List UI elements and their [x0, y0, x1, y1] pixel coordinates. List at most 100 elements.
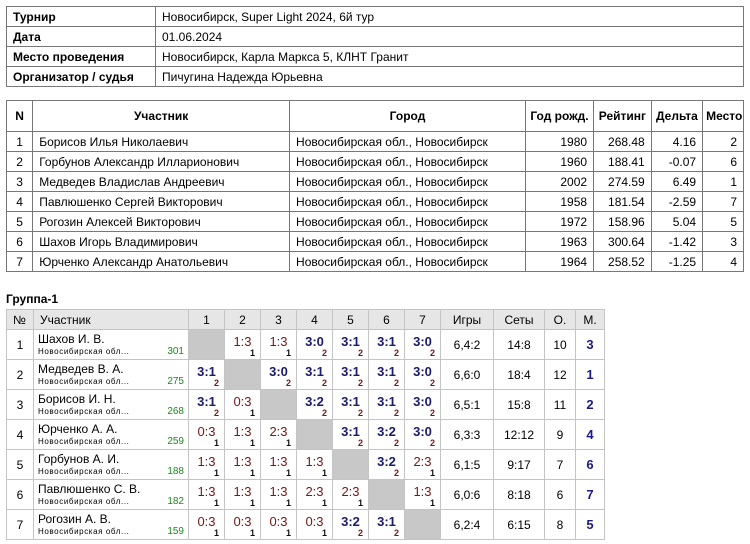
column-header: 2: [224, 309, 261, 330]
player-region: Новосибирская обл...: [38, 496, 130, 506]
points: 10: [544, 329, 576, 360]
column-header: О.: [544, 309, 576, 330]
match-points: 2: [393, 528, 399, 538]
match-cell: 2:3 1: [404, 449, 441, 480]
cell: 6.49: [650, 171, 704, 192]
player-region: Новосибирская обл...: [38, 526, 130, 536]
match-score: 3:1: [377, 364, 396, 379]
cell: Новосибирская обл., Новосибирск: [289, 131, 526, 152]
player-name: Шахов И. В.: [38, 331, 105, 346]
match-score: 3:0: [413, 394, 432, 409]
player-rating: 301: [167, 346, 184, 357]
match-points: 2: [429, 408, 435, 418]
row-number: 3: [6, 389, 34, 420]
match-score: 2:3: [269, 424, 288, 439]
match-cell: 1:3 1: [224, 479, 261, 510]
games: 6,3:3: [440, 419, 494, 450]
header-row: N Участник Город Год рожд. Рейтинг Дельта Мест…: [5, 100, 744, 132]
group-row: 4 Юрченко А. А. Новосибирская обл... 259 0:3…: [6, 419, 605, 450]
place: 2: [575, 389, 605, 420]
games: 6,2:4: [440, 509, 494, 540]
match-points: 1: [249, 498, 255, 508]
diagonal-cell: [404, 509, 441, 540]
match-score: 3:0: [413, 364, 432, 379]
match-points: 1: [213, 468, 219, 478]
match-points: 2: [357, 408, 363, 418]
sets: 6:15: [493, 509, 545, 540]
cell: 7: [5, 251, 34, 272]
match-score: 3:2: [341, 514, 360, 529]
match-points: 1: [213, 498, 219, 508]
match-points: 1: [357, 498, 363, 508]
match-points: 2: [213, 378, 219, 388]
match-cell: 1:3 1: [224, 329, 261, 360]
match-points: 2: [393, 378, 399, 388]
player-name: Горбунов А. И.: [38, 451, 120, 466]
player-rating: 259: [167, 436, 184, 447]
match-score: 1:3: [269, 484, 288, 499]
match-points: 1: [249, 438, 255, 448]
sets: 15:8: [493, 389, 545, 420]
match-score: 3:1: [305, 364, 324, 379]
info-label: Организатор / судья: [6, 66, 156, 87]
match-points: 2: [429, 438, 435, 448]
cell: 4: [5, 191, 34, 212]
cell: 268.48: [593, 131, 652, 152]
player-cell: Борисов И. Н. Новосибирская обл... 268: [33, 389, 189, 420]
info-row: Место проведения Новосибирск, Карла Маркс…: [6, 46, 744, 67]
place: 7: [575, 479, 605, 510]
participant-row: 7 Юрченко Александр Анатольевич Новосибирс…: [5, 251, 744, 272]
diagonal-cell: [296, 419, 333, 450]
cell: 274.59: [593, 171, 652, 192]
match-cell: 1:3 1: [260, 479, 297, 510]
player-rating: 182: [167, 496, 184, 507]
place: 4: [575, 419, 605, 450]
points: 11: [544, 389, 576, 420]
match-cell: 3:0 2: [296, 329, 333, 360]
participant-row: 2 Горбунов Александр Илларионович Новосиби…: [5, 151, 744, 172]
games: 6,6:0: [440, 359, 494, 390]
match-score: 1:3: [233, 424, 252, 439]
row-number: 4: [6, 419, 34, 450]
sets: 9:17: [493, 449, 545, 480]
match-points: 1: [321, 498, 327, 508]
column-header: 3: [260, 309, 297, 330]
cell: 4.16: [650, 131, 704, 152]
match-points: 2: [393, 408, 399, 418]
cell: 1964: [524, 251, 595, 272]
match-score: 3:0: [413, 334, 432, 349]
cell: Рогозин Алексей Викторович: [32, 211, 291, 232]
cell: 258.52: [593, 251, 652, 272]
cell: Борисов Илья Николаевич: [32, 131, 291, 152]
cell: 2: [702, 131, 744, 152]
cell: 1: [702, 171, 744, 192]
column-header: Сеты: [493, 309, 545, 330]
points: 7: [544, 449, 576, 480]
cell: 1963: [524, 231, 595, 252]
match-cell: 1:3 1: [260, 449, 297, 480]
match-score: 0:3: [233, 394, 252, 409]
match-points: 2: [429, 378, 435, 388]
player-name: Борисов И. Н.: [38, 391, 116, 406]
info-label: Дата: [6, 26, 156, 47]
match-score: 0:3: [233, 514, 252, 529]
player-name: Юрченко А. А.: [38, 421, 118, 436]
match-points: 1: [249, 528, 255, 538]
player-cell: Медведев В. А. Новосибирская обл... 275: [33, 359, 189, 390]
match-cell: 2:3 1: [332, 479, 369, 510]
column-header: №: [6, 309, 34, 330]
match-cell: 3:1 2: [368, 329, 405, 360]
row-number: 1: [6, 329, 34, 360]
player-cell: Рогозин А. В. Новосибирская обл... 159: [33, 509, 189, 540]
cell: Медведев Владислав Андреевич: [32, 171, 291, 192]
group-row: 1 Шахов И. В. Новосибирская обл... 301 1:3 1 1…: [6, 329, 605, 360]
cell: Новосибирская обл., Новосибирск: [289, 151, 526, 172]
points: 12: [544, 359, 576, 390]
cell: -0.07: [650, 151, 704, 172]
match-points: 2: [321, 348, 327, 358]
match-score: 1:3: [197, 454, 216, 469]
match-score: 1:3: [197, 484, 216, 499]
column-header: 5: [332, 309, 369, 330]
participants-table: N Участник Город Год рожд. Рейтинг Дельта Мест…: [5, 100, 744, 272]
row-number: 2: [6, 359, 34, 390]
